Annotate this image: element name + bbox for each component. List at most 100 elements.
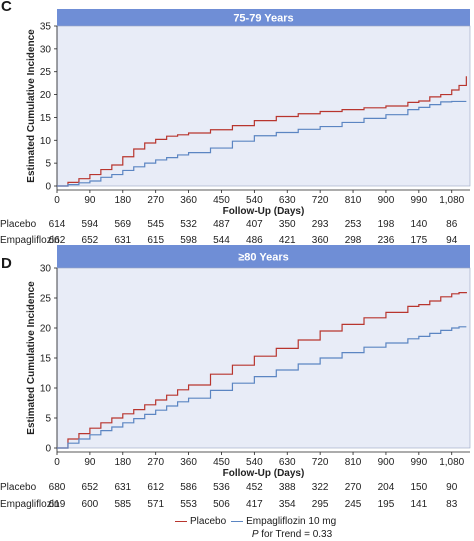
risk-value: 270: [345, 482, 362, 493]
legend-swatch-empagliflozin: [231, 521, 244, 522]
risk-value: 417: [246, 499, 263, 510]
legend-label-placebo: Placebo: [190, 516, 227, 527]
y-tick-label: 10: [40, 136, 52, 147]
x-tick-label: 270: [147, 195, 164, 206]
y-tick-label: 20: [40, 90, 52, 101]
risk-value: 532: [180, 219, 197, 230]
y-tick-label: 25: [40, 294, 52, 305]
risk-value: 545: [147, 219, 164, 230]
x-tick-label: 0: [54, 457, 60, 468]
risk-value: 94: [446, 235, 458, 246]
x-tick-label: 540: [246, 457, 263, 468]
y-tick-label: 15: [40, 113, 52, 124]
legend-row: Placebo Empagliflozin 10 mg: [175, 516, 341, 527]
series-line-empagliflozin: [57, 100, 467, 187]
risk-value: 195: [378, 499, 395, 510]
risk-value: 614: [49, 219, 66, 230]
chart-title-d: ≥80 Years: [238, 252, 289, 264]
x-tick-label: 630: [279, 195, 296, 206]
risk-value: 236: [378, 235, 395, 246]
x-tick-label: 630: [279, 457, 296, 468]
risk-value: 662: [49, 235, 66, 246]
x-tick-label: 810: [345, 195, 362, 206]
risk-value: 569: [114, 219, 131, 230]
risk-value: 600: [82, 499, 99, 510]
risk-row-label: Placebo: [0, 219, 37, 230]
y-tick-label: 20: [40, 324, 52, 335]
series-line-empagliflozin: [57, 326, 467, 449]
x-tick-label: 1,080: [439, 195, 464, 206]
x-tick-label: 360: [180, 457, 197, 468]
x-tick-label: 180: [114, 195, 131, 206]
p-trend-text: for Trend = 0.33: [258, 529, 333, 540]
risk-value: 83: [446, 499, 458, 510]
x-tick-label: 900: [378, 195, 395, 206]
title-bar-d: [57, 245, 470, 268]
risk-value: 86: [446, 219, 458, 230]
y-tick-label: 0: [45, 182, 51, 193]
title-bar-c: [57, 9, 470, 26]
risk-value: 150: [410, 482, 427, 493]
y-axis-label: Estimated Cumulative Incidence: [26, 29, 37, 183]
risk-value: 571: [147, 499, 164, 510]
risk-value: 350: [279, 219, 296, 230]
risk-value: 407: [246, 219, 263, 230]
risk-value: 452: [246, 482, 263, 493]
risk-value: 652: [82, 235, 99, 246]
series-line-placebo: [57, 292, 467, 449]
risk-row-label: Placebo: [0, 482, 37, 493]
x-tick-label: 90: [84, 457, 96, 468]
legend-item-empagliflozin: Empagliflozin 10 mg: [231, 516, 336, 527]
y-tick-label: 30: [40, 44, 52, 55]
risk-value: 536: [213, 482, 230, 493]
risk-value: 615: [147, 235, 164, 246]
risk-value: 553: [180, 499, 197, 510]
y-axis-label: Estimated Cumulative Incidence: [26, 281, 37, 435]
risk-value: 354: [279, 499, 296, 510]
risk-value: 421: [279, 235, 296, 246]
x-tick-label: 720: [312, 457, 329, 468]
x-tick-label: 450: [213, 457, 230, 468]
x-tick-label: 900: [378, 457, 395, 468]
risk-value: 598: [180, 235, 197, 246]
risk-value: 322: [312, 482, 329, 493]
x-axis-label: Follow-Up (Days): [223, 206, 305, 217]
risk-value: 245: [345, 499, 362, 510]
risk-value: 544: [213, 235, 230, 246]
risk-value: 140: [410, 219, 427, 230]
risk-value: 586: [180, 482, 197, 493]
risk-value: 594: [82, 219, 99, 230]
x-tick-label: 90: [84, 195, 96, 206]
p-italic: P: [251, 529, 259, 540]
legend-label-empagliflozin: Empagliflozin 10 mg: [246, 516, 337, 527]
risk-row-label: Empagliflozin: [0, 235, 59, 246]
risk-value: 360: [312, 235, 329, 246]
panel-letter-d: D: [1, 255, 12, 272]
risk-value: 295: [312, 499, 329, 510]
y-tick-label: 25: [40, 67, 52, 78]
risk-value: 204: [378, 482, 395, 493]
legend-item-placebo: Placebo: [175, 516, 226, 527]
x-tick-label: 270: [147, 457, 164, 468]
risk-value: 619: [49, 499, 66, 510]
risk-value: 506: [213, 499, 230, 510]
risk-value: 631: [114, 235, 131, 246]
risk-value: 388: [279, 482, 296, 493]
y-tick-label: 5: [45, 159, 51, 170]
y-tick-label: 35: [40, 22, 52, 33]
x-axis-label: Follow-Up (Days): [223, 468, 305, 479]
legend-swatch-placebo: [175, 521, 187, 522]
y-tick-label: 10: [40, 384, 52, 395]
y-tick-label: 5: [45, 414, 51, 425]
chart-title-c: 75-79 Years: [233, 13, 293, 25]
p-for-trend: P for Trend = 0.33: [55, 529, 474, 540]
risk-value: 487: [213, 219, 230, 230]
x-tick-label: 1,080: [439, 457, 464, 468]
risk-value: 90: [446, 482, 458, 493]
risk-value: 631: [114, 482, 131, 493]
y-tick-label: 0: [45, 444, 51, 455]
risk-value: 298: [345, 235, 362, 246]
x-tick-label: 540: [246, 195, 263, 206]
risk-row-label: Empagliflozin: [0, 499, 59, 510]
